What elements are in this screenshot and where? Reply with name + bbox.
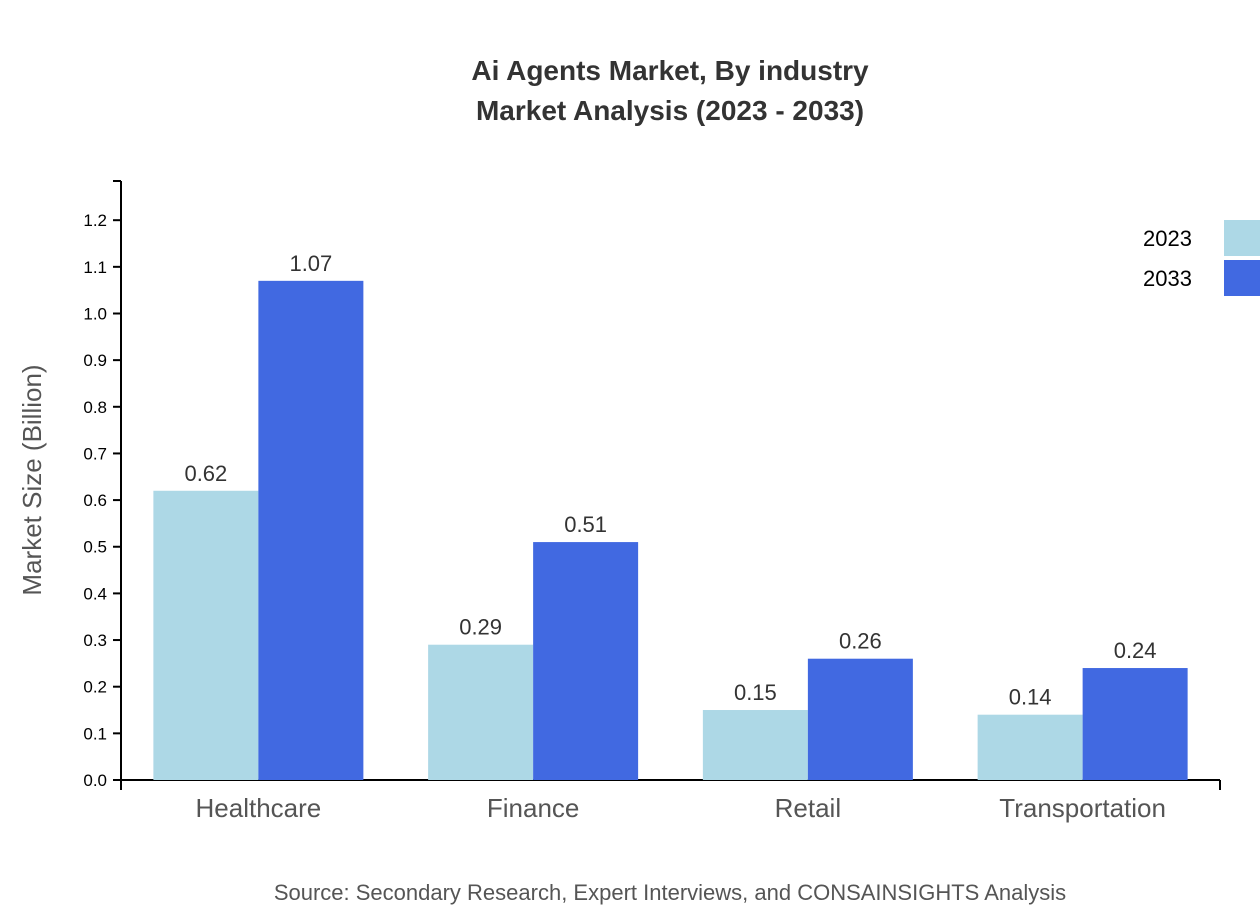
data-label: 0.14 [1009,685,1052,710]
y-tick-label: 0.9 [83,351,107,370]
legend-swatch [1224,260,1260,296]
y-tick-label: 1.1 [83,258,107,277]
y-tick-label: 0.3 [83,631,107,650]
data-label: 0.51 [564,512,607,537]
legend-label: 2023 [1143,226,1192,251]
y-tick-label: 0.8 [83,398,107,417]
y-axis-label: Market Size (Billion) [17,364,47,595]
bar-2023-transportation [977,714,1083,780]
bar-2033-transportation [1082,668,1188,780]
y-tick-label: 0.1 [83,724,107,743]
x-tick-label: Finance [487,793,580,823]
legend-swatch [1224,220,1260,256]
x-tick-label: Retail [775,793,841,823]
legend-label: 2033 [1143,266,1192,291]
data-label: 0.62 [184,461,227,486]
bar-2023-healthcare [153,490,259,780]
y-tick-label: 0.7 [83,444,107,463]
data-label: 0.15 [734,680,777,705]
bar-2033-healthcare [258,280,364,780]
x-tick-label: Transportation [999,793,1166,823]
bar-2023-retail [702,710,808,780]
y-tick-label: 0.6 [83,491,107,510]
y-tick-label: 0.0 [83,771,107,790]
chart-title: Ai Agents Market, By industry [471,55,869,86]
y-tick-label: 0.5 [83,538,107,557]
x-tick-label: Healthcare [196,793,322,823]
data-label: 1.07 [289,251,332,276]
bar-2033-finance [533,542,639,780]
data-label: 0.24 [1114,638,1157,663]
data-label: 0.29 [459,615,502,640]
data-label: 0.26 [839,629,882,654]
chart-subtitle: Market Analysis (2023 - 2033) [476,95,864,126]
bar-2023-finance [428,644,534,780]
y-tick-label: 0.2 [83,678,107,697]
bar-2033-retail [807,658,913,780]
y-tick-label: 1.2 [83,211,107,230]
source-note: Source: Secondary Research, Expert Inter… [274,880,1066,905]
y-tick-label: 1.0 [83,304,107,323]
y-tick-label: 0.4 [83,584,107,603]
